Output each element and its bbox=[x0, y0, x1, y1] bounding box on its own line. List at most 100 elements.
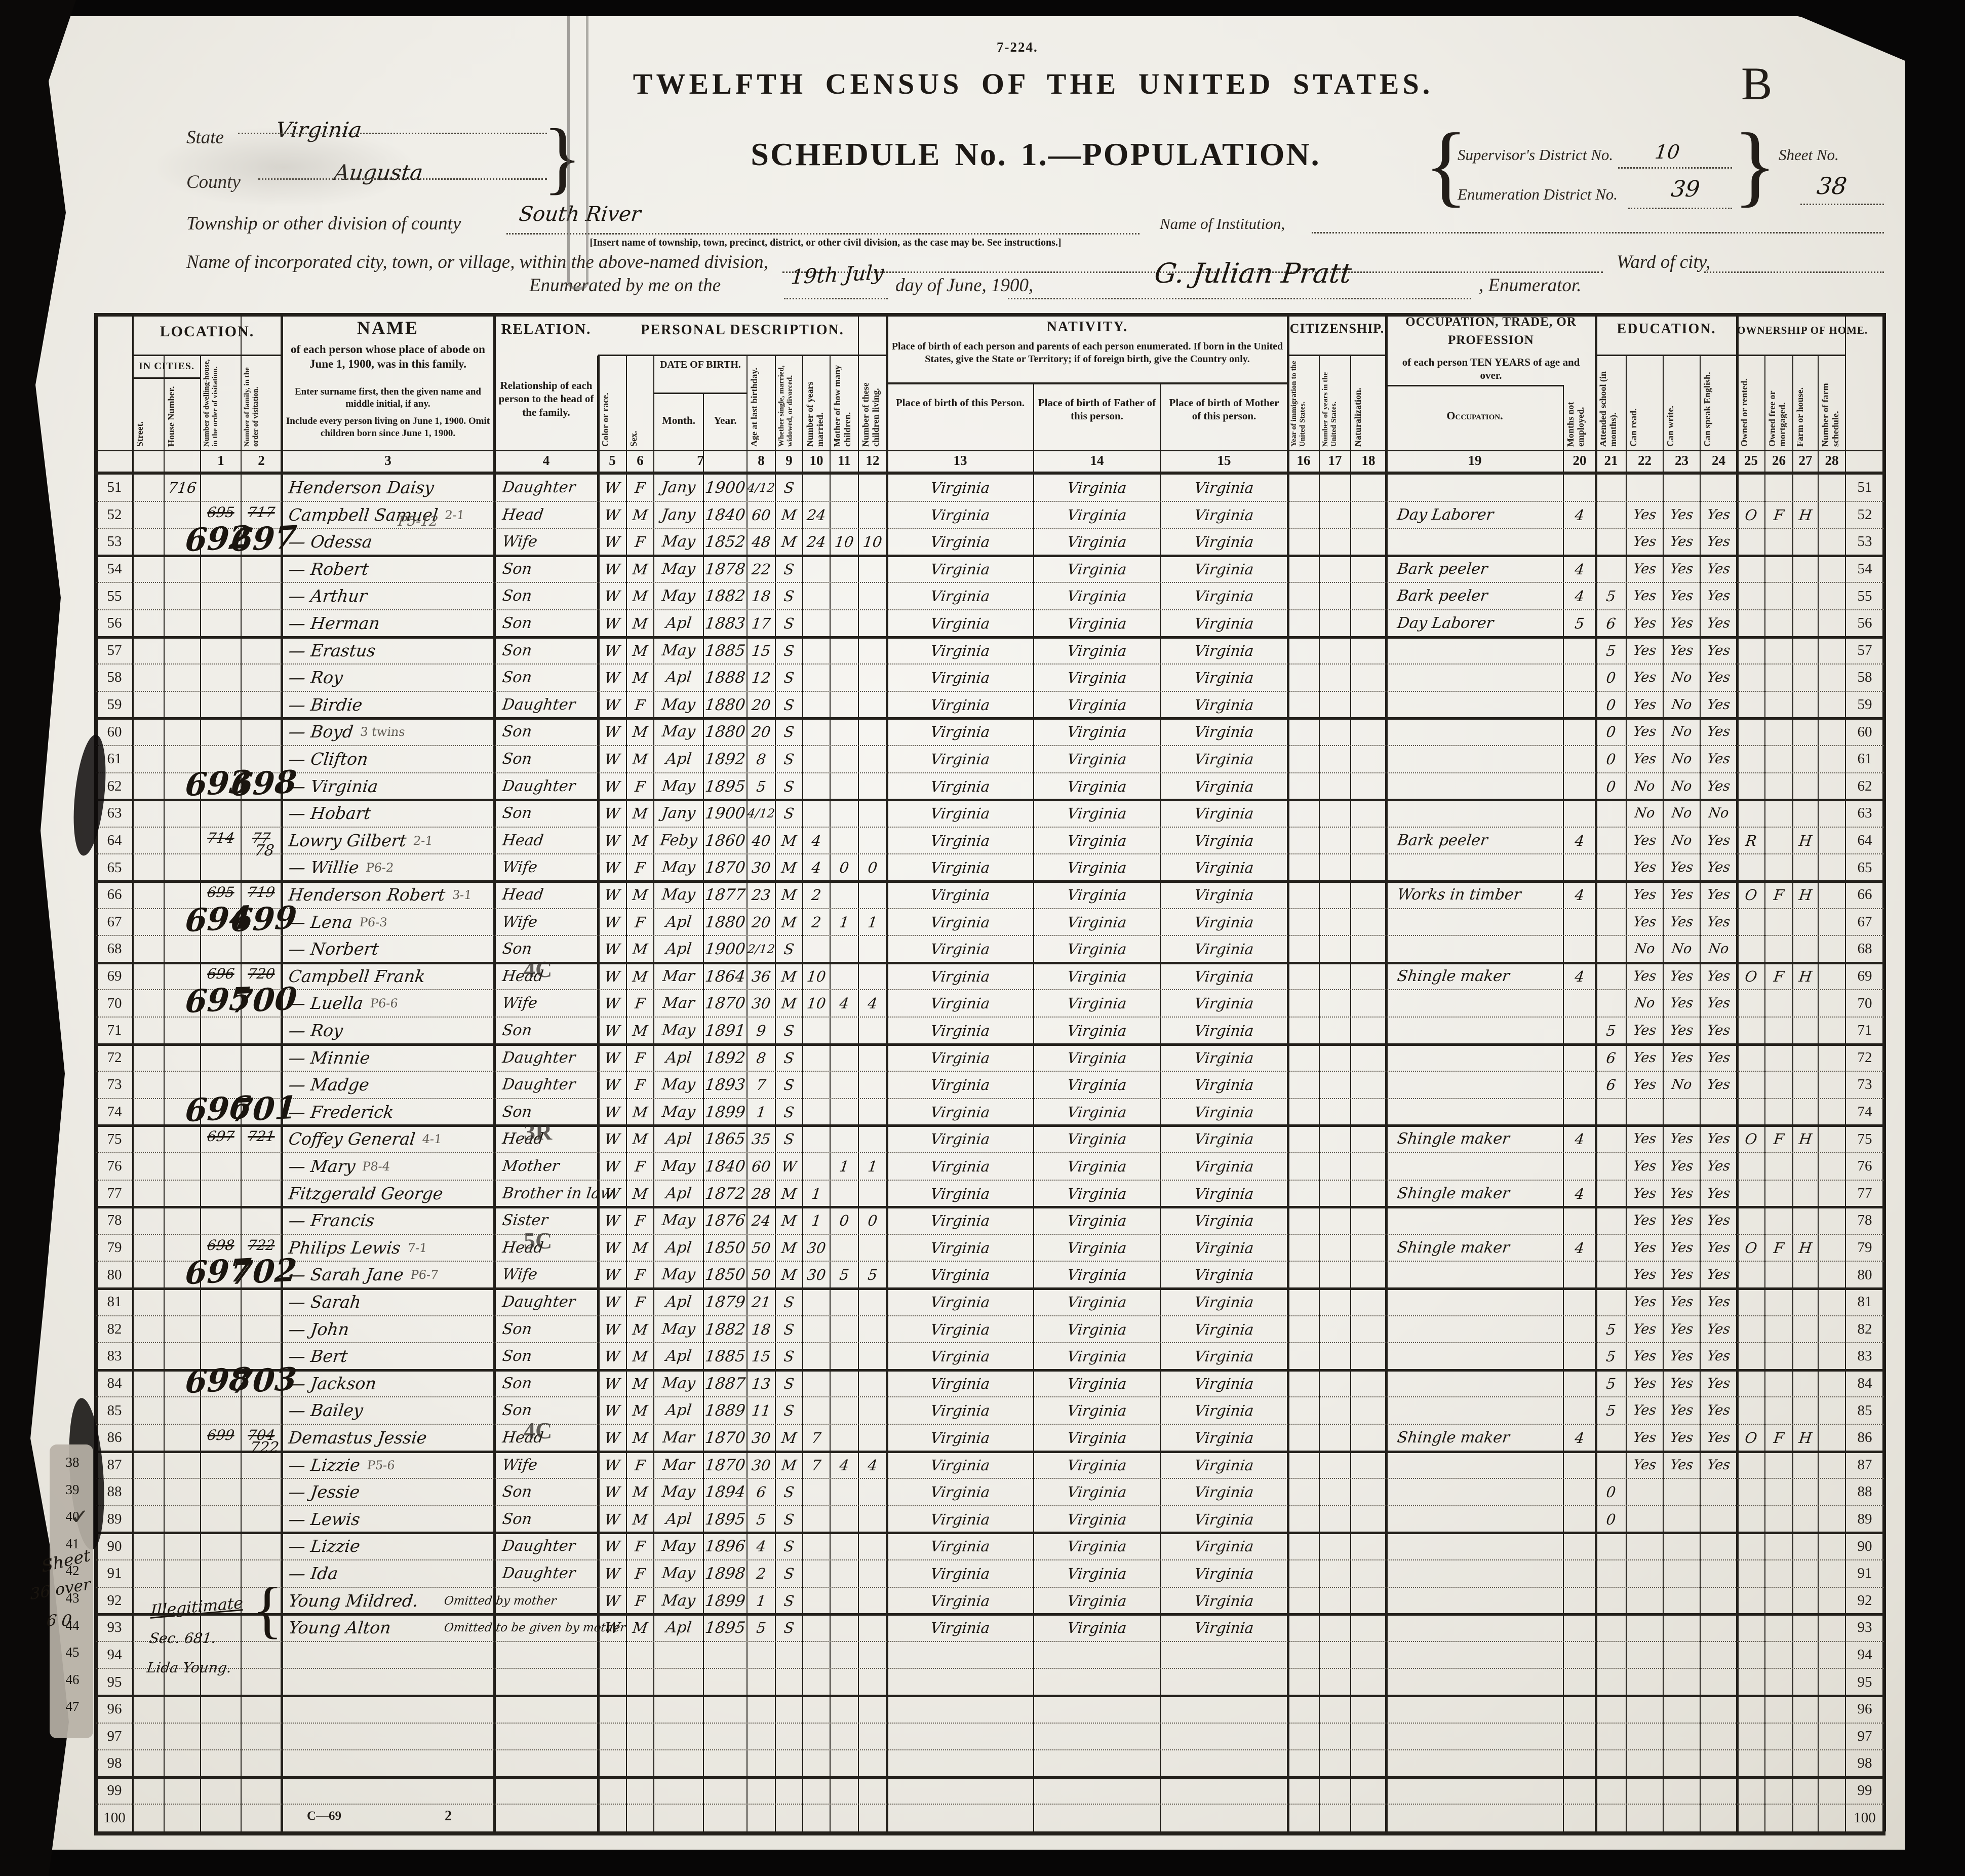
row-number-right: 92 bbox=[1857, 1592, 1872, 1609]
col-line bbox=[703, 393, 704, 1831]
cell-mar: S bbox=[782, 1619, 796, 1636]
col-number-3: 3 bbox=[384, 453, 391, 468]
cell-pobf: Virginia bbox=[1066, 1266, 1128, 1284]
cell-sex: M bbox=[632, 1402, 649, 1420]
cell-month: May bbox=[661, 1565, 696, 1583]
row-number-right: 93 bbox=[1857, 1619, 1872, 1636]
cell-mne: 4 bbox=[1574, 588, 1586, 605]
cell-year: 1889 bbox=[704, 1401, 746, 1420]
county-underline bbox=[258, 178, 547, 180]
col-line bbox=[164, 356, 165, 1831]
row-number-left: 97 bbox=[107, 1728, 122, 1744]
cell-mar: M bbox=[780, 913, 798, 931]
row-number-right: 77 bbox=[1857, 1185, 1872, 1201]
row-number-right: 62 bbox=[1857, 777, 1872, 794]
cell-pob: Virginia bbox=[929, 804, 991, 822]
cell-age: 13 bbox=[751, 1375, 772, 1392]
cell-occ: Bark peeler bbox=[1396, 832, 1489, 850]
row-number-right: 95 bbox=[1857, 1673, 1872, 1690]
cell-write: No bbox=[1670, 941, 1693, 957]
cell-mort: F bbox=[1773, 1429, 1785, 1447]
cell-write: Yes bbox=[1669, 1267, 1695, 1283]
pencil-annotation: 2-1 bbox=[412, 833, 434, 848]
cell-farm: H bbox=[1798, 1130, 1813, 1148]
row-number-right: 91 bbox=[1857, 1565, 1872, 1582]
pencil-annotation: P6-6 bbox=[369, 996, 399, 1011]
cell-mar: M bbox=[780, 859, 798, 877]
cell-name: — Robert bbox=[287, 559, 370, 579]
under-sheet-row-number: 39 bbox=[65, 1481, 80, 1497]
cell-color: W bbox=[604, 750, 621, 768]
cell-age: 30 bbox=[751, 1456, 772, 1474]
cell-name: — Virginia bbox=[287, 776, 379, 796]
cell-rel: Mother bbox=[501, 1157, 561, 1176]
pencil-annotation: P5-6 bbox=[366, 1458, 396, 1472]
cell-pobf: Virginia bbox=[1066, 506, 1128, 524]
cell-read: Yes bbox=[1632, 697, 1658, 713]
cell-color: W bbox=[604, 832, 621, 849]
col-number-8: 8 bbox=[758, 453, 765, 468]
cell-pobf: Virginia bbox=[1066, 696, 1128, 714]
col-number-2: 2 bbox=[258, 453, 265, 468]
cell-pobm: Virginia bbox=[1193, 479, 1255, 496]
col-label-yus: Number of years in the United States. bbox=[1321, 372, 1338, 447]
cell-sch: 0 bbox=[1605, 723, 1617, 741]
row-line-dotted bbox=[96, 528, 1884, 529]
cell-month: Apl bbox=[664, 750, 693, 768]
cell-eng: Yes bbox=[1706, 1131, 1732, 1147]
cell-read: Yes bbox=[1632, 1158, 1658, 1175]
cell-month: May bbox=[661, 1076, 696, 1094]
cell-pob: Virginia bbox=[929, 1483, 991, 1501]
row-number-right: 88 bbox=[1857, 1483, 1872, 1500]
row-number-left: 95 bbox=[107, 1673, 122, 1690]
county-label: County bbox=[186, 172, 241, 192]
cell-age: 8 bbox=[755, 750, 767, 768]
cell-read: Yes bbox=[1632, 1240, 1658, 1256]
col-label-read: Can read. bbox=[1628, 408, 1638, 447]
cell-mar: S bbox=[782, 1592, 796, 1610]
cell-sex: M bbox=[632, 560, 649, 578]
group-underline bbox=[1288, 355, 1386, 356]
cell-liv: 1 bbox=[867, 913, 879, 931]
cell-pobf: Virginia bbox=[1066, 1049, 1128, 1067]
cell-occ: Bark peeler bbox=[1396, 560, 1489, 578]
cell-eng: Yes bbox=[1706, 561, 1732, 577]
row-number-left: 90 bbox=[107, 1538, 122, 1554]
cell-month: May bbox=[661, 1103, 696, 1121]
row-number-left: 73 bbox=[107, 1076, 122, 1093]
col-label-eng: Can speak English. bbox=[1702, 372, 1712, 447]
cell-read: Yes bbox=[1632, 1348, 1658, 1364]
district-brace-open: { bbox=[1424, 114, 1468, 215]
cell-pobm: Virginia bbox=[1193, 560, 1255, 578]
cell-age: 20 bbox=[751, 913, 772, 931]
cell-name: — Lizzie bbox=[287, 1536, 362, 1556]
col-label-dw: Number of dwelling-house, in the order o… bbox=[203, 359, 219, 447]
cell-read: Yes bbox=[1632, 1023, 1658, 1039]
row-number-right: 72 bbox=[1857, 1049, 1872, 1066]
occupation-desc: of each person TEN YEARS of age and over… bbox=[1402, 356, 1580, 382]
cell-eng: Yes bbox=[1706, 534, 1732, 550]
cell-mar: S bbox=[782, 560, 796, 578]
cell-mar: S bbox=[782, 1103, 796, 1121]
cell-eng: Yes bbox=[1706, 1185, 1732, 1201]
cell-fam: 78 bbox=[253, 842, 276, 860]
schedule-title: SCHEDULE No. 1.—POPULATION. bbox=[751, 136, 1321, 172]
cell-name: Henderson Daisy bbox=[287, 478, 436, 498]
col-label-write: Can write. bbox=[1665, 406, 1675, 447]
row-number-left: 99 bbox=[107, 1782, 122, 1799]
cell-mne: 4 bbox=[1574, 1239, 1586, 1257]
cell-mar: S bbox=[782, 1483, 796, 1501]
row-number-left: 58 bbox=[107, 669, 122, 686]
cell-age: 50 bbox=[751, 1266, 772, 1284]
cell-age: 4/12 bbox=[746, 806, 776, 820]
cell-rel: Wife bbox=[501, 1456, 538, 1474]
dob-title-line bbox=[654, 393, 747, 394]
cell-pob: Virginia bbox=[929, 1510, 991, 1528]
row-number-left: 74 bbox=[107, 1104, 122, 1120]
under-sheet-row-number: 42 bbox=[65, 1563, 80, 1579]
row-number-right: 68 bbox=[1857, 941, 1872, 957]
cell-pobm: Virginia bbox=[1193, 1185, 1255, 1202]
pencil-annotation: 4-1 bbox=[421, 1132, 443, 1147]
cell-own: O bbox=[1744, 506, 1758, 524]
cell-age: 50 bbox=[751, 1239, 772, 1257]
